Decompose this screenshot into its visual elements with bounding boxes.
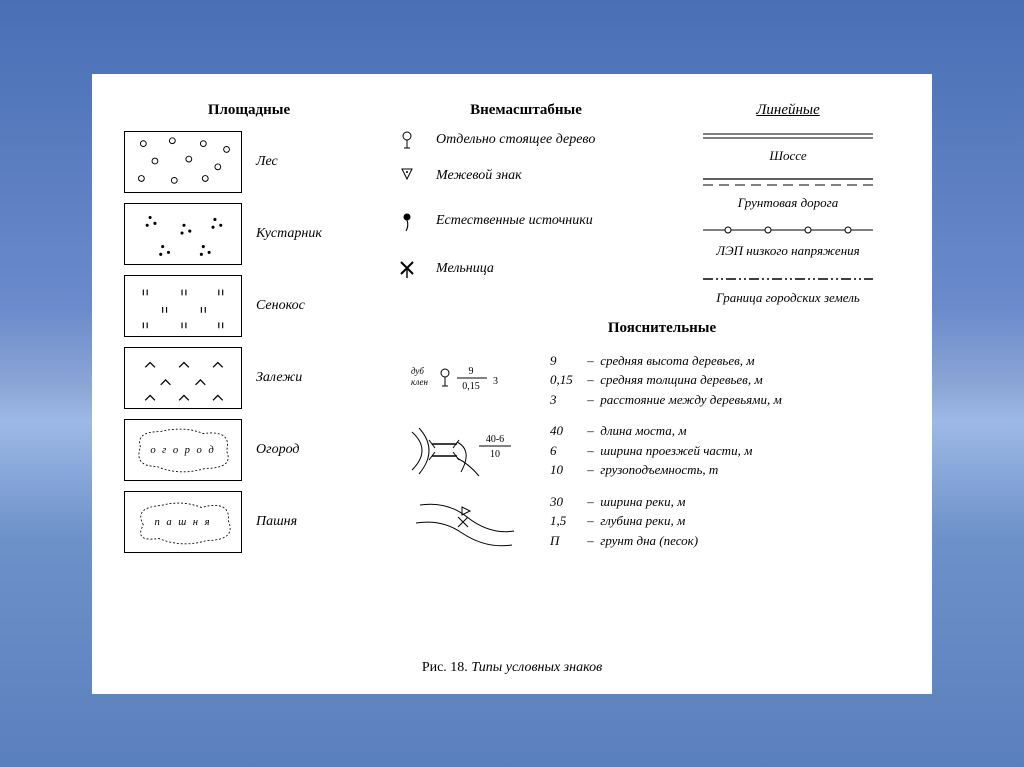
offscale-row-mill: Мельница	[396, 260, 656, 278]
expl-list: 30 – ширина реки, м 1,5 – глубина реки, …	[550, 492, 698, 551]
linear-label: Граница городских земель	[678, 291, 898, 306]
svg-text:40-6: 40-6	[486, 434, 504, 445]
linear-powerline: ЛЭП низкого напряжения	[678, 225, 898, 259]
dash-dot-icon	[703, 276, 873, 282]
expl-list: 40 – длина моста, м 6 – ширина проезжей …	[550, 421, 752, 480]
area-row-garden: о г о р о д Огород	[124, 419, 374, 481]
expl-list: 9 – средняя высота деревьев, м 0,15 – ср…	[550, 351, 782, 410]
solid-dashed-icon	[703, 177, 873, 187]
area-label: Сенокос	[256, 298, 305, 314]
swatch-shrub	[124, 203, 242, 265]
expl-row-bridge: 40-6 10 40 – длина моста, м 6 – ширина п…	[402, 421, 922, 480]
offscale-label: Межевой знак	[436, 167, 522, 185]
offscale-row-boundary: Межевой знак	[396, 167, 656, 185]
area-label: Пашня	[256, 514, 297, 530]
tree-fraction-icon: дуб клен 9 0,15 3	[402, 360, 532, 400]
triangle-down-icon	[396, 167, 418, 181]
swatch-garden: о г о р о д	[124, 419, 242, 481]
offscale-label: Мельница	[436, 260, 494, 278]
linear-label: ЛЭП низкого напряжения	[678, 244, 898, 259]
offscale-label: Естественные источники	[436, 212, 593, 230]
figure-page: Площадные Лес	[92, 74, 932, 694]
svg-text:дуб: дуб	[411, 366, 424, 376]
tree-icon	[396, 131, 418, 149]
area-row-hay: Сенокос	[124, 275, 374, 337]
swatch-forest	[124, 131, 242, 193]
figure-caption: Рис. 18. Типы условных знаков	[92, 660, 932, 676]
area-row-shrub: Кустарник	[124, 203, 374, 265]
swatch-inscription: п а ш н я	[155, 516, 212, 527]
double-line-icon	[703, 132, 873, 140]
svg-text:0,15: 0,15	[462, 381, 480, 392]
swatch-plough: п а ш н я	[124, 491, 242, 553]
linear-label: Грунтовая дорога	[678, 196, 898, 211]
area-label: Залежи	[256, 370, 302, 386]
offscale-row-spring: Естественные источники	[396, 212, 656, 232]
svg-text:10: 10	[490, 449, 500, 460]
offscale-title: Внемасштабные	[396, 102, 656, 119]
svg-text:3: 3	[493, 376, 498, 387]
line-circles-icon	[703, 225, 873, 235]
expl-row-trees: дуб клен 9 0,15 3 9 – средняя высота дер…	[402, 351, 922, 410]
river-icon	[402, 493, 532, 549]
area-row-forest: Лес	[124, 131, 374, 193]
swatch-hay	[124, 275, 242, 337]
linear-highway: Шоссе	[678, 131, 898, 164]
caption-prefix: Рис. 18.	[422, 660, 468, 675]
area-title: Площадные	[124, 102, 374, 119]
linear-label: Шоссе	[678, 149, 898, 164]
linear-title: Линейные	[678, 102, 898, 119]
linear-citylimits: Граница городских земель	[678, 273, 898, 306]
offscale-row-tree: Отдельно стоящее дерево	[396, 131, 656, 149]
svg-text:клен: клен	[411, 377, 429, 387]
column-area: Площадные Лес	[124, 102, 374, 563]
swatch-inscription: о г о р о д	[150, 444, 215, 455]
svg-text:9: 9	[469, 366, 474, 377]
linear-dirt: Грунтовая дорога	[678, 177, 898, 211]
area-label: Кустарник	[256, 226, 322, 242]
area-row-plough: п а ш н я Пашня	[124, 491, 374, 553]
area-row-fallow: Залежи	[124, 347, 374, 409]
area-label: Лес	[256, 154, 278, 170]
bridge-fraction-icon: 40-6 10	[402, 422, 532, 478]
tadpole-icon	[396, 212, 418, 232]
explanatory-title: Пояснительные	[402, 320, 922, 337]
windmill-icon	[396, 260, 418, 278]
expl-row-river: 30 – ширина реки, м 1,5 – глубина реки, …	[402, 492, 922, 551]
explanatory-section: Пояснительные дуб клен 9 0,15 3 9 – сред…	[402, 320, 922, 563]
caption-text: Типы условных знаков	[471, 660, 602, 675]
offscale-label: Отдельно стоящее дерево	[436, 131, 595, 149]
swatch-fallow	[124, 347, 242, 409]
area-label: Огород	[256, 442, 299, 458]
